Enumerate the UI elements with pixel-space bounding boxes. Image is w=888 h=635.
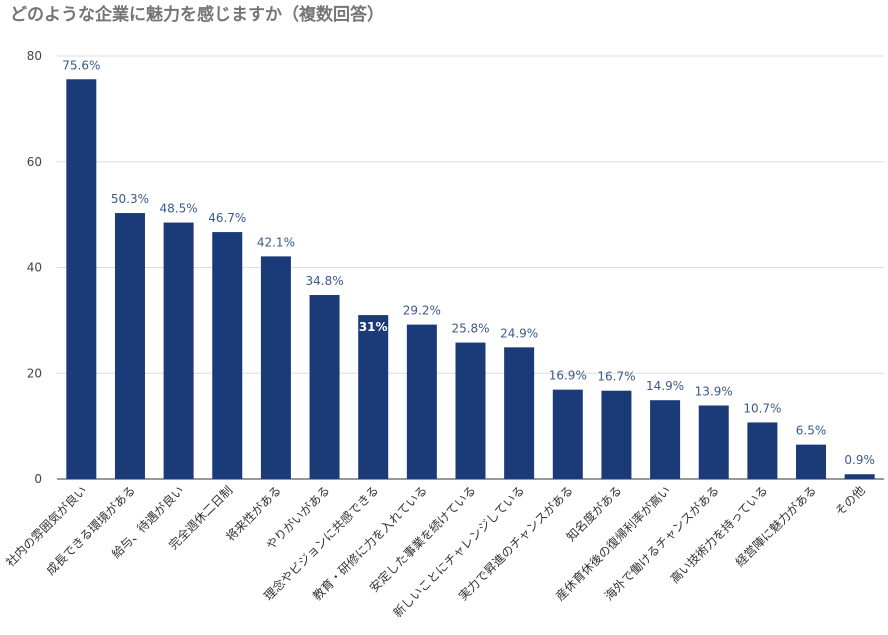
x-tick-label: 高い技術力を持っている xyxy=(667,483,771,587)
bar xyxy=(650,400,681,479)
y-tick-label: 80 xyxy=(27,49,42,63)
data-label: 16.7% xyxy=(597,370,635,384)
data-label: 25.8% xyxy=(451,322,489,336)
data-label: 75.6% xyxy=(62,58,100,72)
x-tick-label: 社内の雰囲気が良い xyxy=(2,483,89,570)
data-label: 13.9% xyxy=(695,385,733,399)
bar xyxy=(212,232,243,479)
data-label: 34.8% xyxy=(305,274,343,288)
bar xyxy=(406,324,437,479)
bar xyxy=(747,422,778,479)
data-label: 14.9% xyxy=(646,379,684,393)
data-label: 46.7% xyxy=(208,211,246,225)
y-tick-label: 0 xyxy=(34,472,42,486)
bar xyxy=(358,315,389,479)
bar xyxy=(552,389,583,479)
data-label: 48.5% xyxy=(160,202,198,216)
data-label: 50.3% xyxy=(111,192,149,206)
x-tick-label: 経営陣に魅力がある xyxy=(732,483,819,570)
data-label: 10.7% xyxy=(743,401,781,415)
x-tick-label: 成長できる環境がある xyxy=(43,483,138,578)
bar xyxy=(66,79,97,479)
chart-title: どのような企業に魅力を感じますか（複数回答） xyxy=(10,5,384,25)
data-label: 6.5% xyxy=(796,424,827,438)
x-tick-label: その他 xyxy=(832,483,867,518)
y-tick-label: 20 xyxy=(27,366,42,380)
bar xyxy=(504,347,535,479)
bars xyxy=(66,79,875,479)
bar xyxy=(309,294,340,479)
data-label: 31% xyxy=(359,320,388,334)
data-label: 0.9% xyxy=(844,453,875,467)
y-tick-label: 40 xyxy=(27,261,42,275)
data-label: 29.2% xyxy=(403,304,441,318)
x-axis: 社内の雰囲気が良い成長できる環境がある給与、待遇が良い完全週休二日制将来性がある… xyxy=(2,483,867,621)
bar xyxy=(260,256,291,479)
bar xyxy=(601,390,632,479)
data-label: 24.9% xyxy=(500,326,538,340)
y-tick-label: 60 xyxy=(27,155,42,169)
data-label: 16.9% xyxy=(549,369,587,383)
data-label: 42.1% xyxy=(257,235,295,249)
bar xyxy=(698,405,729,479)
bar xyxy=(844,474,875,479)
bar xyxy=(796,444,827,479)
bar xyxy=(114,213,145,479)
bar xyxy=(455,342,486,479)
bar xyxy=(163,222,194,479)
data-labels: 75.6% 50.3% 48.5% 46.7% 42.1% 34.8% 31% 29.2% 25… xyxy=(62,58,875,467)
